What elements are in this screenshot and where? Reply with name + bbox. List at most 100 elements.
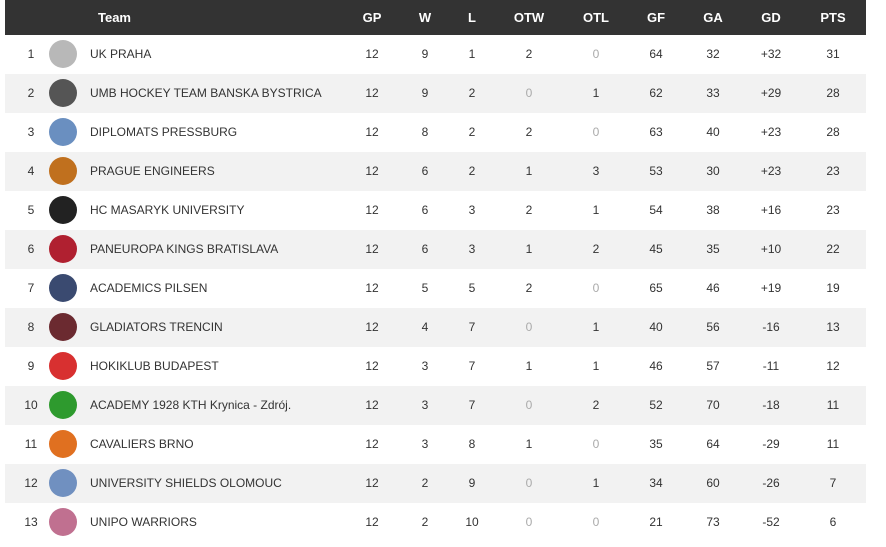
goals-against: 35: [706, 242, 720, 256]
points: 22: [826, 242, 840, 256]
overtime-losses: 0: [592, 47, 600, 61]
overtime-wins: 1: [525, 359, 533, 373]
team-name: DIPLOMATS PRESSBURG: [90, 125, 238, 139]
rank: 4: [27, 164, 35, 178]
games-played: 12: [365, 398, 379, 412]
losses: 2: [468, 86, 476, 100]
team-logo: [49, 391, 77, 419]
team-name: CAVALIERS BRNO: [90, 437, 194, 451]
team-row: 6 PANEUROPA KINGS BRATISLAVA 12 6 3 1 2 45 35 +10…: [5, 230, 866, 269]
rank: 1: [27, 47, 35, 61]
overtime-wins: 2: [525, 203, 533, 217]
overtime-losses: 2: [592, 398, 600, 412]
rank: 9: [27, 359, 35, 373]
goals-for: 53: [649, 164, 663, 178]
team-name: HOKIKLUB BUDAPEST: [90, 359, 219, 373]
games-played: 12: [365, 515, 379, 529]
goals-against: 70: [706, 398, 720, 412]
losses: 2: [468, 125, 476, 139]
team-name: UK PRAHA: [90, 47, 152, 61]
goal-difference: -29: [762, 437, 780, 451]
overtime-losses: 0: [592, 515, 600, 529]
wins: 3: [421, 359, 429, 373]
goals-against: 33: [706, 86, 720, 100]
points: 28: [826, 86, 840, 100]
goal-difference: +16: [760, 203, 782, 217]
wins: 9: [421, 47, 429, 61]
overtime-losses: 1: [592, 476, 600, 490]
column-header: OTL: [583, 10, 609, 25]
team-row: 5 HC MASARYK UNIVERSITY 12 6 3 2 1 54 38 +16 23: [5, 191, 866, 230]
games-played: 12: [365, 164, 379, 178]
overtime-wins: 0: [525, 320, 533, 334]
team-row: 11 CAVALIERS BRNO 12 3 8 1 0 35 64 -29 11: [5, 425, 866, 464]
overtime-losses: 0: [592, 125, 600, 139]
rank: 11: [24, 437, 38, 451]
team-name: UMB HOCKEY TEAM BANSKA BYSTRICA: [90, 86, 322, 100]
rank: 3: [27, 125, 35, 139]
goals-for: 40: [649, 320, 663, 334]
team-logo: [49, 79, 77, 107]
goal-difference: +19: [760, 281, 782, 295]
team-logo: [49, 235, 77, 263]
overtime-wins: 2: [525, 281, 533, 295]
column-header: GF: [646, 10, 666, 25]
goal-difference: +23: [760, 164, 782, 178]
losses: 8: [468, 437, 476, 451]
team-logo: [49, 430, 77, 458]
goal-difference: -52: [762, 515, 780, 529]
goals-against: 57: [706, 359, 720, 373]
losses: 9: [468, 476, 476, 490]
losses: 7: [468, 320, 476, 334]
team-logo: [49, 313, 77, 341]
column-header: GD: [761, 10, 781, 25]
goals-for: 65: [649, 281, 663, 295]
team-name: GLADIATORS TRENCIN: [90, 320, 223, 334]
wins: 2: [421, 476, 429, 490]
team-row: 10 ACADEMY 1928 KTH Krynica - Zdrój. 12 3 7 0…: [5, 386, 866, 425]
goal-difference: +23: [760, 125, 782, 139]
team-logo: [49, 352, 77, 380]
goals-for: 34: [649, 476, 663, 490]
rank: 8: [27, 320, 35, 334]
losses: 3: [468, 203, 476, 217]
games-played: 12: [365, 281, 379, 295]
rank: 2: [27, 86, 35, 100]
wins: 2: [421, 515, 429, 529]
points: 13: [826, 320, 840, 334]
overtime-wins: 0: [525, 515, 533, 529]
losses: 1: [468, 47, 476, 61]
team-name: PANEUROPA KINGS BRATISLAVA: [90, 242, 279, 256]
goal-difference: -11: [762, 359, 780, 373]
team-row: 2 UMB HOCKEY TEAM BANSKA BYSTRICA 12 9 2 0 1 62…: [5, 74, 866, 113]
column-header: PTS: [820, 10, 846, 25]
goals-for: 45: [649, 242, 663, 256]
points: 11: [826, 398, 840, 412]
goals-against: 60: [706, 476, 720, 490]
points: 11: [826, 437, 840, 451]
team-row: 13 UNIPO WARRIORS 12 2 10 0 0 21 73 -52 6: [5, 503, 866, 542]
goals-for: 54: [649, 203, 663, 217]
goal-difference: -26: [762, 476, 780, 490]
team-name: PRAGUE ENGINEERS: [90, 164, 215, 178]
overtime-wins: 0: [525, 476, 533, 490]
team-row: 9 HOKIKLUB BUDAPEST 12 3 7 1 1 46 57 -11 12: [5, 347, 866, 386]
rank: 13: [24, 515, 38, 529]
losses: 7: [468, 398, 476, 412]
team-row: 3 DIPLOMATS PRESSBURG 12 8 2 2 0 63 40 +23 28: [5, 113, 866, 152]
column-header: OTW: [513, 10, 545, 25]
team-row: 12 UNIVERSITY SHIELDS OLOMOUC 12 2 9 0 1 34 60 -2…: [5, 464, 866, 503]
team-logo: [49, 118, 77, 146]
goals-against: 73: [706, 515, 720, 529]
points: 28: [826, 125, 840, 139]
column-header: Team: [98, 10, 131, 25]
games-played: 12: [365, 242, 379, 256]
overtime-wins: 0: [525, 398, 533, 412]
wins: 3: [421, 398, 429, 412]
team-name: HC MASARYK UNIVERSITY: [90, 203, 245, 217]
overtime-wins: 1: [525, 242, 533, 256]
overtime-wins: 1: [525, 164, 533, 178]
games-played: 12: [365, 125, 379, 139]
team-logo: [49, 274, 77, 302]
goals-against: 64: [706, 437, 720, 451]
